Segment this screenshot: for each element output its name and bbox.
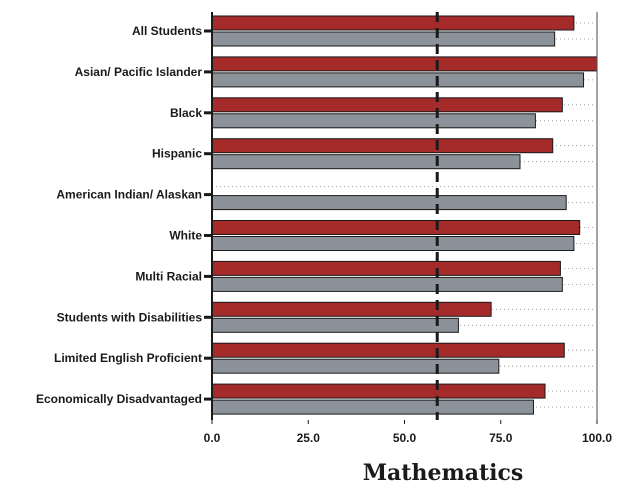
bar bbox=[211, 358, 500, 374]
category-label: Limited English Proficient bbox=[54, 351, 202, 365]
bar bbox=[211, 260, 561, 276]
bar bbox=[211, 72, 585, 88]
bar bbox=[211, 317, 459, 333]
x-tick-label: 0.0 bbox=[204, 431, 221, 445]
x-tick-label: 50.0 bbox=[393, 431, 417, 445]
bar bbox=[211, 383, 546, 399]
bar bbox=[211, 154, 521, 170]
bar bbox=[211, 220, 581, 235]
category-label: Asian/ Pacific Islander bbox=[75, 65, 203, 79]
bar bbox=[211, 113, 536, 129]
category-label: Hispanic bbox=[152, 147, 202, 161]
bar bbox=[211, 236, 575, 251]
bar bbox=[211, 301, 492, 317]
category-label: Black bbox=[170, 106, 202, 120]
bar bbox=[211, 97, 563, 113]
bar bbox=[211, 15, 575, 31]
bar bbox=[211, 195, 567, 211]
bar bbox=[211, 56, 598, 72]
category-label: All Students bbox=[132, 24, 202, 38]
category-labels: All Students Asian/ Pacific Islander Black… bbox=[36, 24, 212, 406]
category-label: Economically Disadvantaged bbox=[36, 392, 202, 406]
bar bbox=[211, 399, 534, 415]
bar bbox=[211, 138, 554, 154]
x-tick-label: 25.0 bbox=[297, 431, 321, 445]
category-label: American Indian/ Alaskan bbox=[56, 188, 202, 202]
chart-title: Mathematics bbox=[363, 460, 524, 486]
x-tick-label: 75.0 bbox=[489, 431, 513, 445]
bars bbox=[211, 15, 598, 415]
bar bbox=[211, 342, 565, 358]
bar bbox=[211, 31, 556, 47]
category-label: White bbox=[169, 229, 202, 243]
category-label: Multi Racial bbox=[135, 269, 202, 283]
x-axis-ticks: 0.0 25.0 50.0 75.0 100.0 bbox=[204, 420, 612, 445]
bar bbox=[211, 276, 563, 292]
category-label: Students with Disabilities bbox=[57, 310, 203, 324]
x-tick-label: 100.0 bbox=[582, 431, 612, 445]
